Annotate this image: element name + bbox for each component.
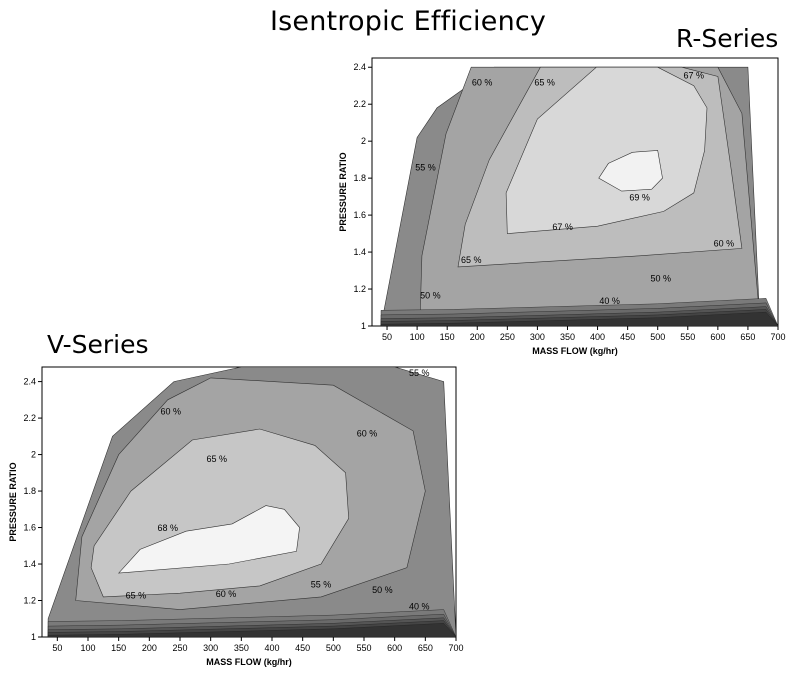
- v-series-contour-label-9: 40 %: [409, 602, 430, 612]
- r-series-xtick-label-13: 700: [770, 332, 785, 342]
- r-series-xtick-label-4: 250: [500, 332, 515, 342]
- r-series-x-axis-title: MASS FLOW (kg/hr): [532, 346, 618, 356]
- v-series-xtick-label-10: 550: [356, 643, 371, 653]
- v-series-contour-label-2: 60 %: [357, 428, 378, 438]
- r-series-xtick-label-0: 50: [382, 332, 392, 342]
- r-series-low-band-4: [380, 311, 778, 326]
- r-series-contour-label-5: 67 %: [552, 222, 573, 232]
- v-series-xtick-label-13: 700: [448, 643, 463, 653]
- r-series-contour-region-3: [505, 66, 708, 234]
- r-series-xtick-label-2: 150: [440, 332, 455, 342]
- r-series-contour-label-6: 65 %: [461, 255, 482, 265]
- r-series-contour-regions: [380, 66, 778, 326]
- r-series-contour-label-7: 60 %: [714, 239, 735, 249]
- v-series-xtick-label-12: 650: [418, 643, 433, 653]
- v-series-y-axis-title: PRESSURE RATIO: [8, 462, 18, 541]
- r-series-contour-label-2: 67 %: [684, 70, 705, 80]
- r-series-xtick-label-6: 350: [560, 332, 575, 342]
- v-series-contour-label-1: 55 %: [409, 368, 430, 378]
- v-series-xtick-label-0: 50: [52, 643, 62, 653]
- v-series-xtick-label-5: 300: [203, 643, 218, 653]
- v-series-xtick-label-7: 400: [264, 643, 279, 653]
- v-series-contour-label-6: 60 %: [216, 589, 237, 599]
- v-series-contour-label-4: 68 %: [157, 523, 178, 533]
- r-series-xtick-label-11: 600: [710, 332, 725, 342]
- r-series-title: R-Series: [676, 24, 779, 53]
- r-series-contour-label-0: 60 %: [472, 78, 493, 88]
- r-series-xtick-label-8: 450: [620, 332, 635, 342]
- v-series-ytick-label-6: 2.2: [23, 413, 36, 423]
- v-series-ytick-label-0: 1: [31, 632, 36, 642]
- v-series-xtick-label-9: 500: [326, 643, 341, 653]
- r-series-contour-label-4: 69 %: [629, 192, 650, 202]
- r-series-y-axis-title: PRESSURE RATIO: [338, 152, 348, 231]
- v-series-contour-label-7: 55 %: [311, 580, 332, 590]
- v-series-contour-label-0: 60 %: [161, 406, 182, 416]
- v-series-xtick-label-2: 150: [111, 643, 126, 653]
- r-series-contour-label-8: 50 %: [420, 290, 441, 300]
- v-series-xtick-label-6: 350: [234, 643, 249, 653]
- r-series-contour-label-10: 40 %: [599, 296, 620, 306]
- v-series-xtick-label-11: 600: [387, 643, 402, 653]
- r-series-xtick-label-12: 650: [740, 332, 755, 342]
- v-series-contour-label-3: 65 %: [207, 454, 228, 464]
- v-series-xtick-label-4: 250: [172, 643, 187, 653]
- r-series-ytick-label-2: 1.4: [353, 247, 366, 257]
- r-series-xtick-label-9: 500: [650, 332, 665, 342]
- r-series-xtick-label-5: 300: [530, 332, 545, 342]
- v-series-contour-regions: [47, 367, 456, 637]
- r-series-contour-label-9: 50 %: [650, 274, 671, 284]
- r-series-xtick-label-3: 200: [470, 332, 485, 342]
- r-series-ytick-label-0: 1: [361, 321, 366, 331]
- v-series-contour-label-5: 65 %: [126, 591, 147, 601]
- r-series-contour-label-3: 55 %: [415, 163, 436, 173]
- r-series-ytick-label-1: 1.2: [353, 284, 366, 294]
- v-series-contour-region-3: [117, 505, 300, 574]
- v-series-ytick-label-2: 1.4: [23, 559, 36, 569]
- v-series-ytick-label-5: 2: [31, 450, 36, 460]
- r-series-ytick-label-6: 2.2: [353, 99, 366, 109]
- v-series-ytick-label-3: 1.6: [23, 523, 36, 533]
- v-series-ytick-label-4: 1.8: [23, 486, 36, 496]
- r-series-xtick-label-1: 100: [410, 332, 425, 342]
- v-series-contour-label-8: 50 %: [372, 585, 393, 595]
- r-series-contour-region-4: [598, 150, 663, 192]
- v-series-xtick-label-1: 100: [80, 643, 95, 653]
- v-series-x-axis-title: MASS FLOW (kg/hr): [206, 657, 292, 667]
- r-series-ytick-label-5: 2: [361, 136, 366, 146]
- r-series-ytick-label-7: 2.4: [353, 62, 366, 72]
- r-series-ytick-label-3: 1.6: [353, 210, 366, 220]
- r-series-ytick-label-4: 1.8: [353, 173, 366, 183]
- r-series-xtick-label-7: 400: [590, 332, 605, 342]
- v-series-ytick-label-1: 1.2: [23, 596, 36, 606]
- r-series-contour-label-1: 65 %: [534, 78, 555, 88]
- main-title: Isentropic Efficiency: [270, 6, 547, 37]
- v-series-ytick-label-7: 2.4: [23, 377, 36, 387]
- v-series-xtick-label-8: 450: [295, 643, 310, 653]
- v-series-xtick-label-3: 200: [142, 643, 157, 653]
- v-series-title: V-Series: [47, 330, 149, 359]
- r-series-xtick-label-10: 550: [680, 332, 695, 342]
- v-series-low-band-4: [47, 623, 456, 637]
